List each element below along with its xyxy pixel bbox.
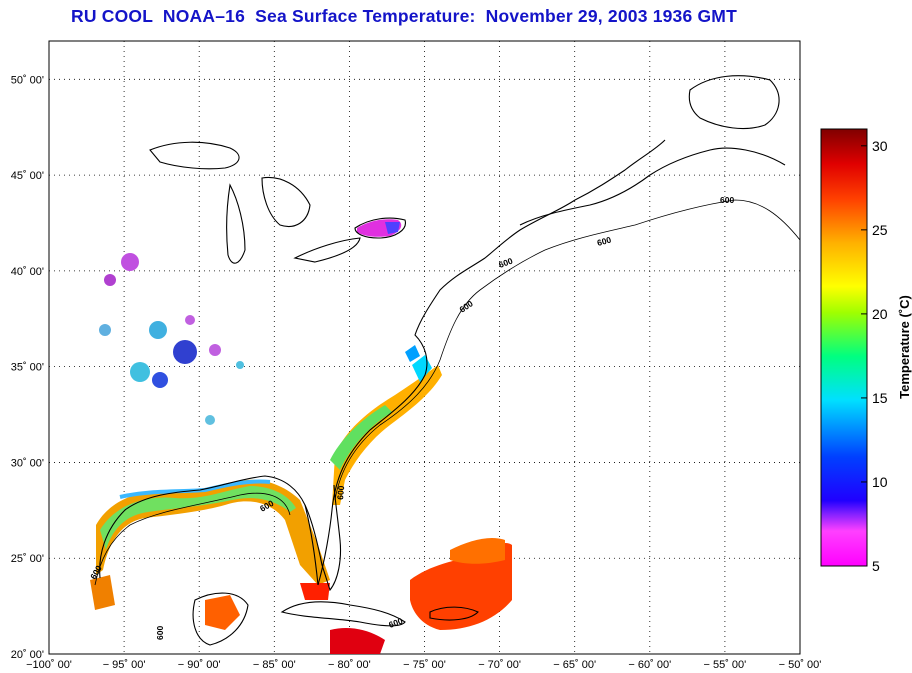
great-lakes-huron bbox=[261, 176, 311, 227]
latitude-labels: 50˚ 00' 45˚ 00' 40˚ 00' 35˚ 00' 30˚ 00' 25˚ 0… bbox=[11, 74, 44, 661]
great-lakes-michigan bbox=[226, 183, 246, 264]
latitude-label: 20˚ 00' bbox=[11, 649, 44, 661]
latitude-label: 50˚ 00' bbox=[11, 74, 44, 86]
latitude-label: 35˚ 00' bbox=[11, 362, 44, 374]
gulf-coast bbox=[99, 475, 319, 586]
colorbar-tick-label: 20 bbox=[872, 306, 888, 322]
longitude-labels: −100˚ 00' − 95˚ 00' − 90˚ 00' − 85˚ 00' − 80… bbox=[26, 659, 821, 671]
colorbar-tick-label: 30 bbox=[872, 138, 888, 154]
longitude-label: − 50˚ 00' bbox=[779, 659, 822, 671]
sst-imagery bbox=[90, 219, 512, 654]
florida-peninsula bbox=[304, 484, 342, 592]
longitude-label: − 80˚ 00' bbox=[328, 659, 371, 671]
yucatan bbox=[192, 592, 249, 646]
colorbar-title: Temperature (˚C) bbox=[897, 295, 912, 399]
isobath-label: 600 bbox=[155, 626, 165, 640]
longitude-label: −100˚ 00' bbox=[26, 659, 72, 671]
latitude-label: 25˚ 00' bbox=[11, 553, 44, 565]
colorbar-tick-label: 25 bbox=[872, 222, 888, 238]
gulf-stream-cool bbox=[330, 405, 392, 470]
isobath-label: 600 bbox=[335, 485, 346, 500]
gulf-stream-sst bbox=[332, 365, 442, 505]
colorbar-tick-label: 10 bbox=[872, 474, 888, 490]
isobath-gulf bbox=[94, 492, 291, 586]
isobath-label: 600 bbox=[497, 256, 514, 270]
colorbar-ticks: 30 25 20 15 10 5 bbox=[861, 138, 888, 574]
latitude-label: 45˚ 00' bbox=[11, 170, 44, 182]
latitude-label: 30˚ 00' bbox=[11, 457, 44, 469]
cuba bbox=[280, 601, 406, 627]
longitude-label: − 95˚ 00' bbox=[103, 659, 146, 671]
us-east-coast bbox=[317, 139, 666, 586]
longitude-label: − 60˚ 00' bbox=[628, 659, 671, 671]
bahamas-sst bbox=[410, 543, 512, 630]
newfoundland bbox=[688, 75, 780, 130]
atlantic-warm-patch bbox=[450, 538, 505, 564]
latitude-label: 40˚ 00' bbox=[11, 266, 44, 278]
colorbar-gradient bbox=[820, 128, 868, 567]
great-lakes-superior bbox=[149, 141, 240, 170]
longitude-label: − 55˚ 00' bbox=[704, 659, 747, 671]
lake-ontario-outline bbox=[354, 217, 406, 239]
isobath-label: 600 bbox=[596, 235, 613, 248]
canada-maritimes bbox=[519, 147, 786, 226]
longitude-label: − 70˚ 00' bbox=[478, 659, 521, 671]
map-frame bbox=[48, 40, 801, 655]
gulf-sst-inner bbox=[100, 486, 296, 550]
isobath-label: 600 bbox=[720, 195, 734, 205]
cuba-south-sst bbox=[330, 628, 385, 654]
inland-cloud-pixels bbox=[99, 253, 244, 425]
chesapeake-sst bbox=[405, 345, 420, 362]
isobath-east bbox=[334, 199, 801, 501]
longitude-label: − 85˚ 00' bbox=[253, 659, 296, 671]
hispaniola bbox=[429, 606, 479, 621]
coastlines bbox=[99, 75, 786, 646]
longitude-label: − 90˚ 00' bbox=[178, 659, 221, 671]
florida-straits-sst bbox=[300, 583, 330, 600]
yucatan-sst bbox=[205, 595, 240, 630]
great-lakes-erie bbox=[293, 237, 361, 263]
colorbar: 30 25 20 15 10 5 Temperature (˚C) bbox=[820, 128, 912, 574]
colorbar-tick-label: 5 bbox=[872, 558, 880, 574]
colorbar-tick-label: 15 bbox=[872, 390, 888, 406]
mexico-sst bbox=[90, 575, 115, 610]
gulf-sst-edge bbox=[119, 479, 271, 499]
longitude-label: − 65˚ 00' bbox=[553, 659, 596, 671]
isobath-label: 600 bbox=[387, 616, 404, 630]
map-title: RU COOL NOAA–16 Sea Surface Temperature:… bbox=[71, 6, 737, 26]
lake-ontario-cool bbox=[385, 222, 400, 234]
longitude-label: − 75˚ 00' bbox=[403, 659, 446, 671]
